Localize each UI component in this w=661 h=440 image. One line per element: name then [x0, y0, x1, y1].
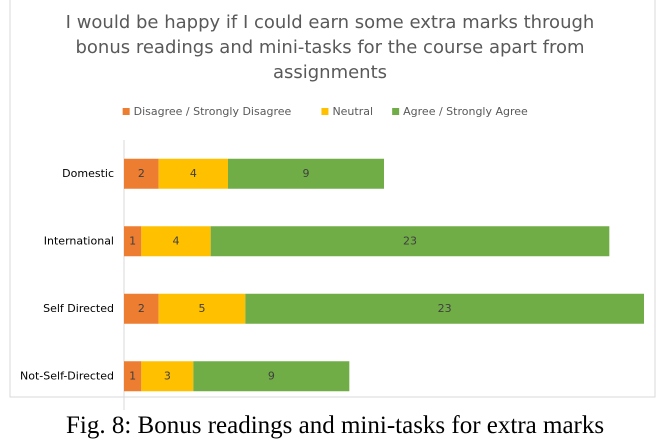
- data-label: 5: [199, 302, 206, 315]
- bar-segment: [124, 361, 142, 392]
- legend-label: Neutral: [332, 105, 373, 118]
- bar-segment: [124, 158, 159, 189]
- legend-swatch: [321, 108, 329, 115]
- data-label: 23: [403, 234, 417, 247]
- bar-segment: [158, 293, 246, 324]
- bar-segment: [210, 226, 610, 257]
- chart-frame: [9, 0, 656, 398]
- bar-segment: [158, 158, 228, 189]
- data-label: 3: [164, 369, 171, 382]
- y-tick-label: Not-Self-Directed: [20, 369, 114, 382]
- data-label: 1: [129, 234, 136, 247]
- legend-label: Agree / Strongly Agree: [403, 105, 528, 118]
- chart-title: I would be happy if I could earn some ex…: [65, 12, 595, 83]
- bar-segment: [245, 293, 645, 324]
- data-label: 4: [173, 234, 180, 247]
- bar-segment: [141, 226, 211, 257]
- data-label: 2: [138, 167, 145, 180]
- bar-segment: [141, 361, 194, 392]
- bar-segment: [228, 158, 384, 189]
- y-tick-label: International: [44, 234, 114, 247]
- data-label: 9: [268, 369, 275, 382]
- legend-label: Disagree / Strongly Disagree: [134, 105, 292, 118]
- data-label: 4: [190, 167, 197, 180]
- bar-segment: [124, 226, 142, 257]
- figure-caption: Fig. 8: Bonus readings and mini-tasks fo…: [66, 412, 605, 439]
- data-label: 2: [138, 302, 145, 315]
- y-tick-label: Self Directed: [43, 302, 114, 315]
- y-tick-label: Domestic: [62, 167, 114, 180]
- legend-swatch: [122, 108, 130, 115]
- data-label: 23: [438, 302, 452, 315]
- data-label: 9: [303, 167, 310, 180]
- bar-segment: [193, 361, 350, 392]
- bar-segment: [124, 293, 159, 324]
- legend-swatch: [392, 108, 400, 115]
- data-label: 1: [129, 369, 136, 382]
